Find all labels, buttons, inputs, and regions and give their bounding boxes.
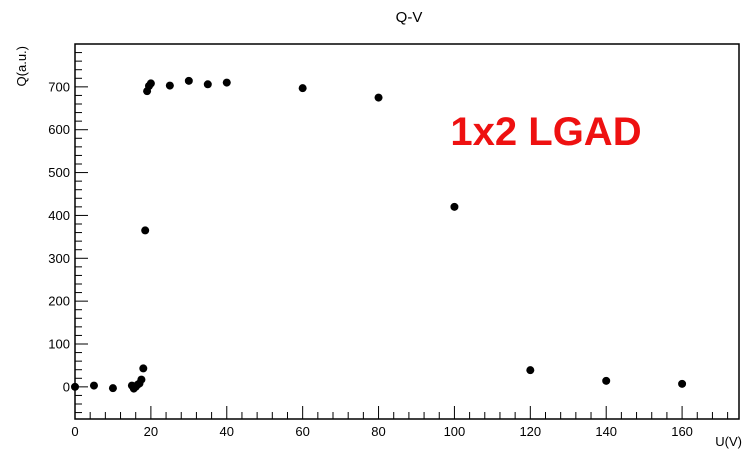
y-tick-label: 200 xyxy=(48,294,70,309)
y-tick-label: 300 xyxy=(48,251,70,266)
data-point xyxy=(141,226,150,235)
data-point xyxy=(89,381,98,390)
data-points xyxy=(71,76,687,393)
y-axis: 0 100 200 300 400 500 600 700 xyxy=(48,43,88,414)
x-tick-label: 20 xyxy=(144,424,158,439)
data-point xyxy=(678,379,687,388)
data-point xyxy=(374,93,383,102)
annotation-label: 1x2 LGAD xyxy=(450,110,641,154)
data-point xyxy=(137,375,146,384)
y-tick-label: 400 xyxy=(48,208,70,223)
x-tick-label: 40 xyxy=(220,424,234,439)
data-point xyxy=(139,364,148,373)
x-tick-label: 140 xyxy=(595,424,617,439)
y-tick-label: 600 xyxy=(48,122,70,137)
x-tick-label: 100 xyxy=(444,424,466,439)
y-tick-label: 700 xyxy=(48,79,70,94)
y-tick-label: 500 xyxy=(48,165,70,180)
x-tick-label: 120 xyxy=(519,424,541,439)
data-point xyxy=(146,79,155,88)
plot-frame xyxy=(74,43,740,420)
data-point xyxy=(222,78,231,87)
data-point xyxy=(108,384,117,393)
x-tick-label: 160 xyxy=(671,424,693,439)
data-point xyxy=(602,376,611,385)
y-tick-label: 0 xyxy=(63,379,70,394)
data-point xyxy=(450,202,459,211)
x-tick-label: 80 xyxy=(371,424,385,439)
data-point xyxy=(165,81,174,90)
y-tick-label: 100 xyxy=(48,337,70,352)
data-point xyxy=(526,366,535,375)
data-point xyxy=(298,84,307,93)
data-point xyxy=(203,80,212,89)
x-axis: 0 20 40 60 80 100 120 140 160 xyxy=(71,406,729,439)
x-tick-label: 60 xyxy=(295,424,309,439)
chart-title: Q-V xyxy=(396,9,423,26)
data-point xyxy=(71,382,79,391)
x-tick-label: 0 xyxy=(71,424,78,439)
y-axis-label: Q(a.u.) xyxy=(14,46,29,86)
x-axis-label: U(V) xyxy=(715,434,742,449)
data-point xyxy=(184,76,193,85)
